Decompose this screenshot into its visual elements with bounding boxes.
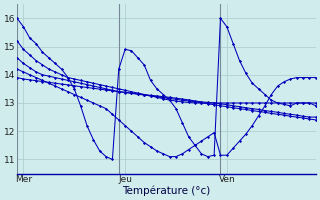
X-axis label: Température (°c): Température (°c) xyxy=(122,185,211,196)
